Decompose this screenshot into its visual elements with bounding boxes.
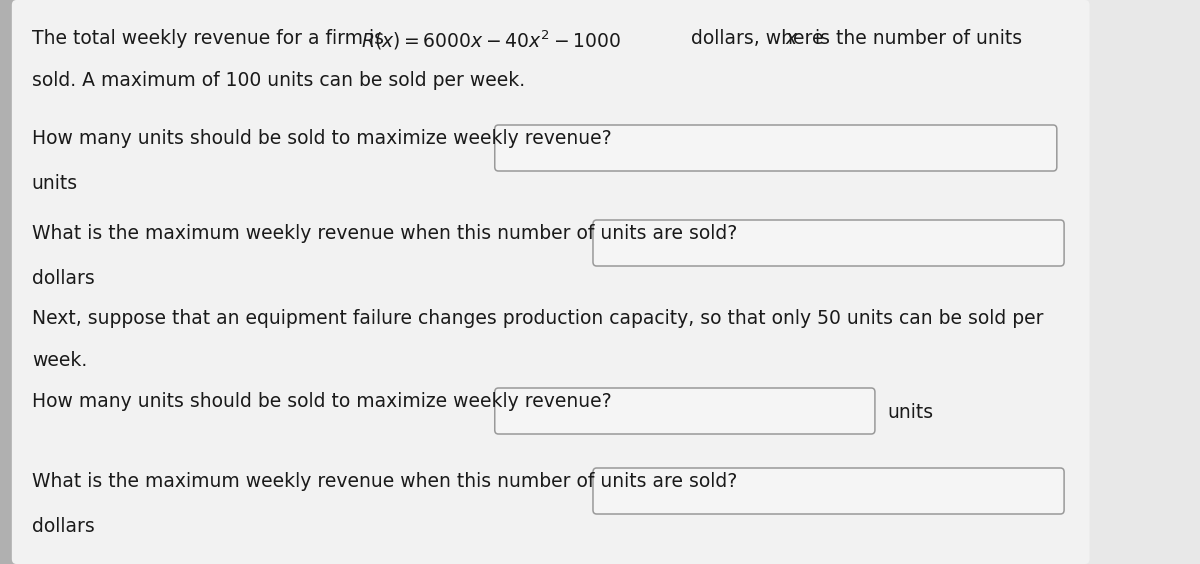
FancyBboxPatch shape bbox=[494, 125, 1057, 171]
Text: Next, suppose that an equipment failure changes production capacity, so that onl: Next, suppose that an equipment failure … bbox=[32, 309, 1043, 328]
FancyBboxPatch shape bbox=[494, 388, 875, 434]
Text: dollars, where: dollars, where bbox=[685, 29, 829, 48]
FancyBboxPatch shape bbox=[593, 220, 1064, 266]
Text: dollars: dollars bbox=[32, 517, 95, 536]
Text: week.: week. bbox=[32, 351, 88, 370]
Text: sold. A maximum of 100 units can be sold per week.: sold. A maximum of 100 units can be sold… bbox=[32, 71, 524, 90]
Text: What is the maximum weekly revenue when this number of units are sold?: What is the maximum weekly revenue when … bbox=[32, 472, 737, 491]
Text: units: units bbox=[888, 403, 934, 421]
Text: is the number of units: is the number of units bbox=[809, 29, 1021, 48]
Text: $R(x) = 6000x - 40x^2 - 1000$: $R(x) = 6000x - 40x^2 - 1000$ bbox=[361, 29, 620, 52]
FancyBboxPatch shape bbox=[12, 0, 1090, 564]
Bar bbox=[0, 0, 17, 564]
Text: How many units should be sold to maximize weekly revenue?: How many units should be sold to maximiz… bbox=[32, 129, 612, 148]
Text: $x$: $x$ bbox=[785, 29, 799, 48]
Text: How many units should be sold to maximize weekly revenue?: How many units should be sold to maximiz… bbox=[32, 392, 612, 411]
Text: units: units bbox=[32, 174, 78, 193]
Text: The total weekly revenue for a firm is: The total weekly revenue for a firm is bbox=[32, 29, 390, 48]
Text: What is the maximum weekly revenue when this number of units are sold?: What is the maximum weekly revenue when … bbox=[32, 224, 737, 243]
FancyBboxPatch shape bbox=[593, 468, 1064, 514]
Text: dollars: dollars bbox=[32, 269, 95, 288]
